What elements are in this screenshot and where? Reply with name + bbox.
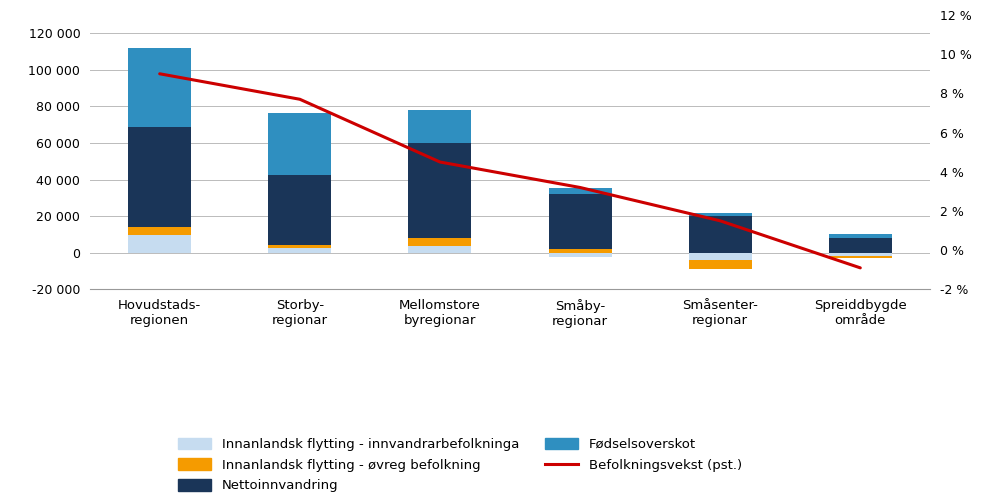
Bar: [128, 127, 191, 227]
Bar: [829, 234, 892, 238]
Bar: [549, 249, 612, 253]
Bar: [689, 260, 752, 269]
Bar: [268, 245, 331, 249]
Bar: [128, 235, 191, 253]
Bar: [408, 143, 471, 238]
Bar: [408, 110, 471, 143]
Bar: [829, 255, 892, 258]
Bar: [549, 188, 612, 194]
Bar: [689, 253, 752, 260]
Legend: Innanlandsk flytting - innvandrarbefolkninga, Innanlandsk flytting - øvreg befol: Innanlandsk flytting - innvandrarbefolkn…: [178, 438, 742, 493]
Bar: [128, 48, 191, 127]
Bar: [689, 216, 752, 253]
Bar: [128, 227, 191, 235]
Bar: [268, 113, 331, 175]
Bar: [408, 238, 471, 246]
Bar: [549, 253, 612, 257]
Bar: [689, 214, 752, 216]
Bar: [408, 246, 471, 253]
Bar: [549, 194, 612, 249]
Bar: [829, 238, 892, 253]
Bar: [268, 249, 331, 253]
Bar: [268, 175, 331, 245]
Bar: [829, 253, 892, 255]
